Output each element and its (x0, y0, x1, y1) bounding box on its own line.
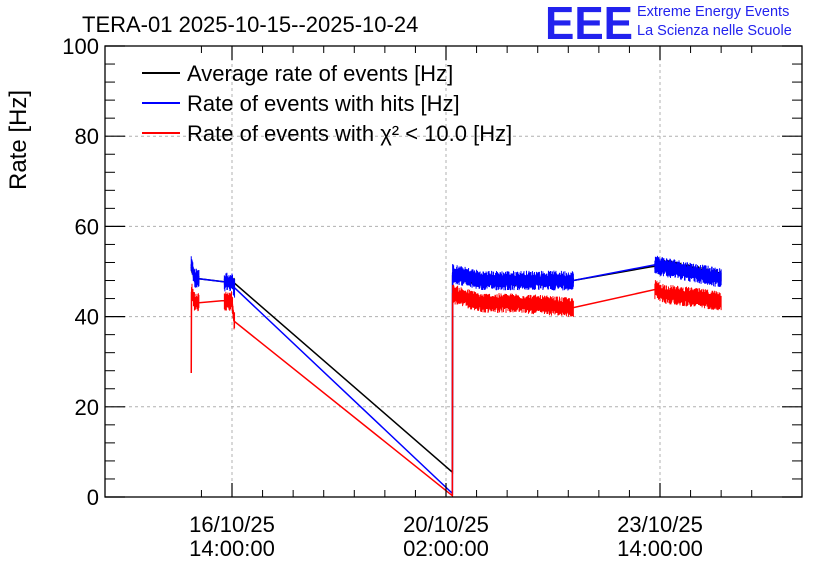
x-tick-date: 16/10/25 (189, 512, 275, 537)
y-tick-label: 0 (87, 485, 99, 510)
x-tick-date: 23/10/25 (617, 512, 703, 537)
x-tick-date: 20/10/25 (403, 512, 489, 537)
y-tick-label: 20 (75, 395, 99, 420)
legend-label: Average rate of events [Hz] (187, 61, 453, 86)
eee-logo-line1: Extreme Energy Events (637, 4, 790, 20)
plot-frame (104, 45, 803, 498)
y-axis-label: Rate [Hz] (5, 90, 32, 190)
legend-label: Rate of events with hits [Hz] (187, 91, 460, 116)
chart-title: TERA-01 2025-10-15--2025-10-24 (82, 12, 418, 37)
x-tick-time: 14:00:00 (189, 536, 275, 561)
series-layer (190, 255, 722, 498)
series-line (190, 288, 722, 498)
y-tick-label: 80 (75, 124, 99, 149)
x-tick-time: 14:00:00 (617, 536, 703, 561)
y-tick-label: 40 (75, 305, 99, 330)
eee-logo-letters: EEE (545, 2, 633, 42)
y-tick-label: 100 (62, 34, 99, 59)
legend-label: Rate of events with χ² < 10.0 [Hz] (187, 121, 512, 146)
grid-layer (105, 46, 802, 497)
axis-layer: 02040608010016/10/2514:00:0020/10/2502:0… (62, 34, 802, 561)
eee-logo-text: Extreme Energy Events La Scienza nelle S… (637, 3, 792, 41)
x-tick-time: 02:00:00 (403, 536, 489, 561)
eee-logo-line2: La Scienza nelle Scuole (637, 23, 792, 39)
eee-logo: EEE (545, 2, 633, 42)
series-line (190, 263, 722, 496)
legend: Average rate of events [Hz] Rate of event… (142, 61, 512, 146)
y-tick-label: 60 (75, 214, 99, 239)
